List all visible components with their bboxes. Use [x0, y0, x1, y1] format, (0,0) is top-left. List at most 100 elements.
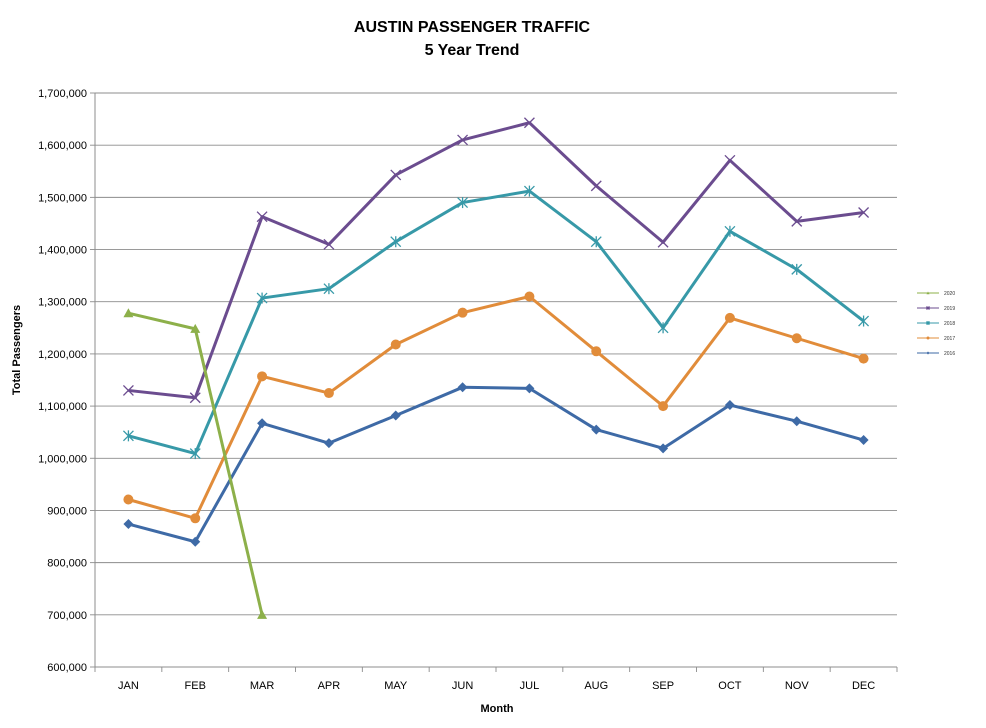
data-point: [591, 424, 602, 435]
y-tick-label: 1,600,000: [38, 140, 87, 152]
data-point: [791, 333, 802, 344]
data-point: [724, 225, 736, 237]
legend-item-2018: 2018: [917, 321, 955, 327]
data-point: [591, 346, 602, 357]
data-point: [657, 322, 669, 334]
data-point: [926, 321, 930, 325]
y-tick-label: 1,200,000: [38, 349, 87, 361]
series-line-2016: [128, 385, 864, 544]
data-point: [658, 401, 669, 412]
x-tick-label: NOV: [785, 680, 810, 692]
x-axis-title: Month: [481, 703, 514, 715]
y-tick-label: 1,400,000: [38, 245, 87, 257]
data-point: [724, 154, 736, 166]
data-point: [858, 353, 869, 364]
legend-item-2017: 2017: [917, 336, 955, 342]
data-point: [323, 283, 335, 295]
data-point: [390, 236, 402, 248]
x-tick-label: OCT: [718, 680, 742, 692]
data-point: [257, 609, 268, 619]
x-tick-label: SEP: [652, 680, 674, 692]
legend: 2020 2019 2018 2017 2016: [917, 291, 955, 357]
x-tick-label: JAN: [118, 680, 139, 692]
data-point: [590, 236, 602, 248]
axes: 600,000 700,000 800,000 900,000 1,000,000 1,1…: [38, 88, 898, 692]
x-tick-label: JUL: [520, 680, 540, 692]
data-point: [323, 238, 335, 250]
data-point: [323, 388, 334, 399]
data-point: [123, 494, 134, 505]
x-tick-label: JUN: [452, 680, 473, 692]
data-point: [858, 207, 870, 218]
legend-item-2020: 2020: [917, 291, 955, 297]
data-point: [791, 263, 803, 275]
legend-item-2016: 2016: [917, 351, 955, 357]
data-point: [189, 392, 201, 404]
x-tick-label: AUG: [584, 680, 608, 692]
y-tick-label: 1,300,000: [38, 297, 87, 309]
x-tick-label: DEC: [852, 680, 875, 692]
legend-label: 2019: [944, 306, 955, 312]
series-2016: [123, 382, 869, 547]
data-point: [858, 435, 869, 446]
series-2020: [123, 308, 268, 619]
data-point: [524, 291, 535, 302]
y-tick-label: 1,500,000: [38, 192, 87, 204]
data-point: [724, 400, 735, 411]
legend-label: 2016: [944, 351, 955, 357]
data-point: [257, 418, 268, 429]
data-point: [791, 416, 802, 427]
x-tick-label: APR: [318, 680, 341, 692]
series-2019: [122, 117, 870, 404]
data-point: [190, 536, 201, 547]
data-point: [122, 430, 134, 442]
data-point: [791, 215, 803, 227]
series-2017: [123, 291, 869, 524]
data-point: [926, 351, 930, 355]
series-line-2018: [128, 189, 865, 456]
y-tick-label: 1,100,000: [38, 401, 87, 413]
data-point: [390, 410, 401, 421]
series-line-2020: [128, 311, 264, 616]
x-tick-label: FEB: [185, 680, 206, 692]
data-point: [256, 292, 268, 304]
series-line-2017: [128, 295, 865, 520]
data-point: [122, 384, 134, 396]
data-point: [926, 291, 930, 295]
data-point: [189, 448, 201, 460]
gridlines: [95, 92, 897, 668]
data-point: [190, 513, 201, 524]
data-point: [457, 307, 468, 318]
chart-title: AUSTIN PASSENGER TRAFFIC: [354, 19, 591, 36]
y-tick-label: 1,700,000: [38, 88, 87, 100]
series-2018: [122, 185, 870, 460]
x-tick-label: MAR: [250, 680, 275, 692]
data-point: [390, 339, 401, 350]
data-point: [724, 312, 735, 323]
data-point: [323, 438, 334, 449]
data-point: [657, 236, 669, 248]
legend-item-2019: 2019: [917, 306, 955, 312]
y-axis-title: Total Passengers: [11, 305, 23, 395]
data-point: [457, 382, 468, 393]
data-point: [190, 323, 201, 333]
data-point: [858, 315, 870, 327]
data-point: [926, 306, 930, 310]
data-point: [590, 180, 602, 192]
y-tick-label: 1,000,000: [38, 453, 87, 465]
data-point: [523, 117, 535, 129]
chart-subtitle: 5 Year Trend: [425, 42, 520, 59]
data-point: [457, 197, 469, 209]
data-point: [457, 134, 469, 146]
data-point: [658, 443, 669, 454]
y-tick-label: 900,000: [47, 505, 87, 517]
data-point: [123, 308, 134, 318]
data-point: [390, 169, 402, 181]
y-tick-label: 800,000: [47, 558, 87, 570]
y-tick-label: 600,000: [47, 662, 87, 674]
data-point: [257, 371, 268, 382]
data-point: [256, 211, 268, 223]
data-point: [524, 383, 535, 394]
